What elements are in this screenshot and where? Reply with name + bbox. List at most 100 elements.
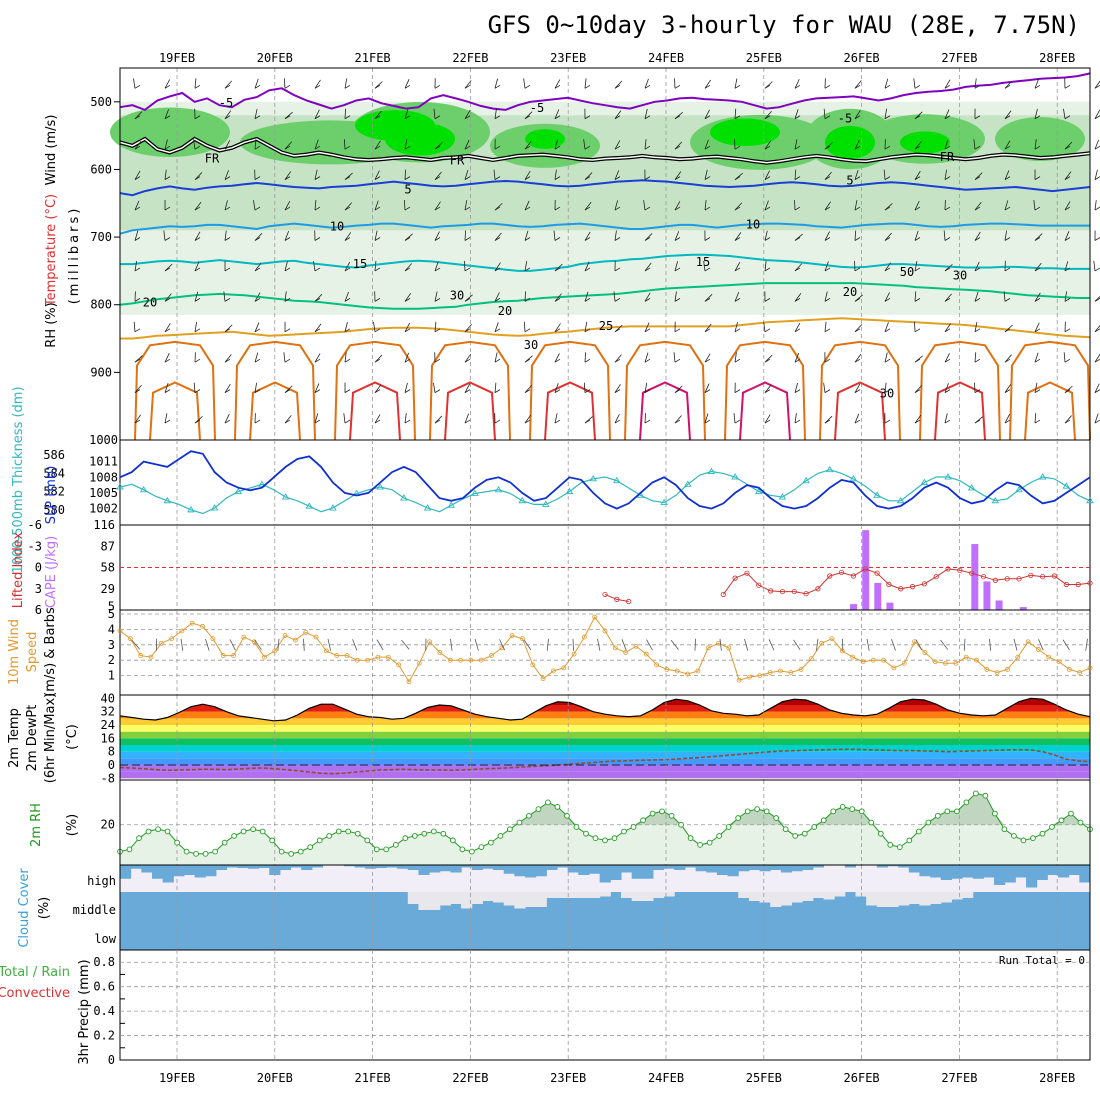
rh-marker [469, 848, 475, 855]
wind-barb-flag [494, 206, 501, 211]
wind-barb-flag [584, 176, 591, 180]
chart-title: GFS 0~10day 3-hourly for WAU (28E, 7.75N… [488, 11, 1080, 39]
cloud-high-bar [1026, 865, 1038, 888]
rh-marker [307, 844, 314, 850]
cloud-middle-gap [898, 892, 910, 906]
wind-barb-flag [524, 419, 531, 424]
wind-barb-flag [224, 237, 231, 241]
wind-barb-flag [164, 389, 171, 393]
thickness-marker [423, 504, 432, 511]
wind-barb [404, 79, 410, 89]
wind-speed-line [119, 616, 1091, 683]
rh-marker [545, 799, 551, 806]
wind-barb [343, 139, 346, 150]
wind-barb-flag [584, 84, 591, 89]
rh-marker [782, 826, 789, 833]
isotherm-10 [119, 222, 1090, 235]
wind-barb [1064, 261, 1069, 272]
wind-barb [1064, 141, 1073, 150]
thickness-tick-label: 580 [43, 503, 65, 517]
wind-barb-flag [704, 206, 711, 211]
temp-band [120, 745, 1090, 752]
pressure-tick-label: 700 [90, 230, 112, 244]
cape-bar [983, 581, 991, 610]
wind-speed-marker [561, 665, 567, 671]
thickness-marker [542, 500, 550, 507]
wind-speed-marker [489, 653, 494, 658]
wind-barb-flag [914, 358, 921, 363]
wind-barb [464, 353, 472, 363]
wind-barb-flag [854, 176, 861, 180]
wind-barb-flag [914, 328, 921, 333]
cloud-high-bar [365, 865, 377, 869]
wind-barb [523, 321, 526, 332]
wind-barb-flag [884, 389, 891, 393]
wind-barb-flag [1094, 206, 1100, 211]
wind-barb-flag [434, 389, 441, 393]
wind-barb-flag [644, 358, 651, 363]
wind-speed-marker [685, 671, 690, 677]
precip-tick-label: 0.4 [93, 1004, 115, 1018]
wind-barb-flag [674, 358, 681, 363]
wind-speed-marker [798, 667, 804, 672]
wind-barb-flag [284, 298, 291, 302]
wind-barb-flag [794, 176, 801, 180]
wind-barb-flag [1034, 358, 1041, 363]
isotherm-30-column [819, 340, 901, 441]
wind-barb [673, 352, 676, 363]
wind10-barb [303, 638, 305, 651]
wind-barb [734, 291, 740, 302]
rh-marker [126, 846, 133, 853]
wind-barb-flag [974, 237, 981, 241]
wind-barb [194, 172, 203, 180]
wind-speed-marker [458, 657, 463, 663]
wind-barb [133, 78, 136, 89]
cloud-high-bar [716, 865, 729, 875]
rh-marker [269, 837, 276, 844]
wind-barb [164, 109, 169, 119]
bottom-day-label: 19FEB [159, 1071, 195, 1085]
lifted-index-label: Lifted Index [11, 531, 26, 608]
wind-barb [914, 385, 923, 393]
wind-barb [944, 79, 951, 89]
wind-barb [794, 293, 802, 302]
wind-barb [344, 108, 346, 119]
wind-barb [1034, 352, 1039, 363]
rh-marker [792, 833, 799, 839]
contour-label: 20 [843, 285, 857, 299]
isotherm-30-column [624, 340, 706, 441]
wind-barb-flag [524, 298, 531, 302]
cloud-high-bar [844, 865, 856, 868]
wind-barb [584, 78, 587, 89]
precip-tick-label: 0.8 [93, 955, 115, 969]
contour-label: 20 [143, 295, 157, 309]
wind10-barb [646, 639, 653, 651]
wind-barb-flag [794, 328, 801, 333]
contour-label: FR [940, 150, 955, 164]
rh-marker [839, 803, 846, 810]
wind-barb [644, 352, 649, 363]
wind-barb [823, 108, 826, 119]
lifted-index-marker [874, 570, 880, 576]
wind-speed-marker [416, 660, 422, 666]
lifted-tick-label: -3 [28, 539, 42, 553]
wind-barb [854, 110, 861, 119]
cloud-high-bar [802, 865, 814, 870]
wind-barb-flag [704, 419, 711, 424]
wind-barb [1034, 382, 1038, 393]
wind-barb [344, 352, 347, 363]
wind-speed-marker [788, 670, 794, 675]
cloud-middle-gap [770, 892, 782, 907]
wind-barb [1004, 170, 1010, 180]
lifted-index-marker [862, 566, 868, 572]
thickness-marker [234, 487, 243, 495]
wind-barb-flag [764, 389, 771, 393]
cloud-middle-gap [439, 892, 451, 906]
wind-barb [164, 353, 170, 363]
wind-barb-flag [944, 84, 951, 89]
wind-barb [553, 230, 556, 241]
wind-barb-flag [1004, 145, 1011, 150]
wind-barb [1004, 110, 1012, 119]
wind-speed-marker [963, 654, 969, 660]
wind-barb-flag [524, 206, 531, 211]
